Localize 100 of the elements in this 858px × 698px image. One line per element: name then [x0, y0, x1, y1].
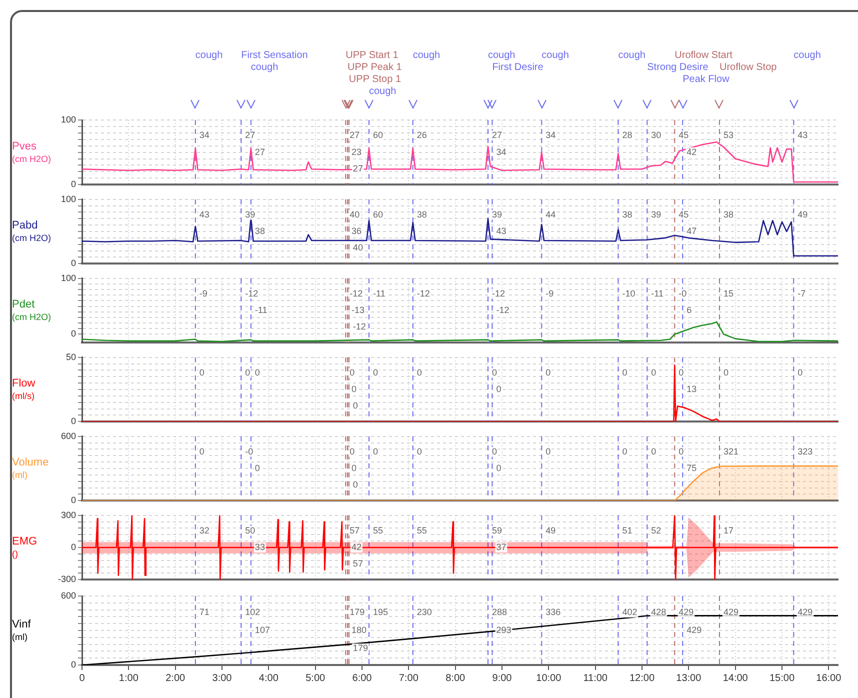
x-tick-label: 12:00 — [629, 672, 655, 684]
annotation: 0 — [678, 446, 684, 456]
annotation: -9 — [199, 288, 208, 298]
x-tick-label: 9:00 — [492, 672, 512, 684]
annotation: -12 — [492, 288, 506, 298]
annotation: -0 — [245, 446, 254, 456]
y-tick-label: 0 — [70, 328, 76, 339]
annotation: 57 — [350, 525, 360, 536]
annotation: 38 — [723, 209, 734, 220]
annotation: 336 — [546, 607, 561, 618]
annotation: 102 — [245, 607, 260, 618]
y-tick-label: 0 — [70, 542, 76, 552]
annotation: 293 — [496, 624, 512, 635]
annotation: 13 — [686, 384, 697, 394]
annotation: 28 — [622, 130, 632, 140]
annotation: 195 — [373, 607, 388, 618]
annotation: 0 — [373, 367, 378, 378]
y-tick-label: -300 — [58, 574, 76, 584]
annotation: 0 — [798, 367, 803, 378]
y-axis-title: Pdet (cm H2O) — [12, 298, 51, 322]
annotation: -12 — [350, 288, 363, 298]
annotation: 0 — [416, 446, 422, 456]
ref-line-label: cough — [195, 50, 223, 61]
y-axis-title: Pabd (cm H2O) — [12, 220, 51, 243]
y-tick-label: 0 — [70, 258, 76, 268]
ref-line-label: First Sensation — [241, 50, 308, 61]
annotation: -0 — [678, 288, 687, 298]
annotation: 0 — [373, 446, 378, 456]
x-tick-label: 15:00 — [769, 672, 795, 684]
annotation: 52 — [651, 525, 662, 536]
ref-line-label: UPP Stop 1 — [348, 74, 402, 85]
annotation: 0 — [622, 446, 628, 456]
y-tick-label: 100 — [60, 272, 76, 283]
annotation: 27 — [245, 130, 256, 140]
x-tick-label: 4:00 — [258, 672, 279, 684]
y-tick-label: 0 — [70, 659, 76, 670]
y-tick-label: 600 — [60, 590, 76, 600]
x-tick-label: 14:00 — [722, 672, 748, 684]
annotation: 40 — [350, 209, 360, 220]
y-axis-title: Volume (ml) — [12, 456, 49, 480]
annotation: 428 — [651, 607, 666, 618]
annotation: 0 — [352, 400, 358, 411]
x-tick-label: 0 — [79, 672, 86, 684]
annotation: 75 — [686, 462, 697, 473]
annotation: 32 — [199, 525, 210, 536]
annotation: 39 — [245, 209, 256, 220]
annotation: 27 — [352, 164, 363, 174]
x-tick-label: 11:00 — [583, 672, 608, 684]
annotation: 179 — [352, 642, 368, 653]
annotation: 180 — [352, 624, 367, 635]
annotation: 0 — [350, 367, 355, 378]
annotation: 27 — [492, 130, 502, 140]
annotation: 43 — [798, 130, 808, 140]
ref-line-label: cough — [618, 50, 646, 61]
y-tick-label: 0 — [70, 179, 76, 190]
annotation: -11 — [373, 288, 386, 298]
annotation: 43 — [199, 209, 210, 220]
annotation: 60 — [373, 130, 384, 140]
ref-line-label: cough — [542, 50, 569, 61]
x-tick-label: 1:00 — [118, 672, 139, 684]
annotation: 429 — [686, 624, 702, 635]
y-axis-title: Vinf (ml) — [12, 618, 32, 642]
x-tick-label: 7:00 — [398, 672, 419, 684]
annotation: 17 — [723, 525, 734, 536]
ref-line-label: Peak Flow — [682, 74, 730, 85]
annotation: -7 — [798, 288, 806, 298]
annotation: 288 — [492, 607, 508, 618]
annotation: 230 — [416, 607, 432, 618]
annotation: 0 — [254, 367, 260, 378]
annotation: -11 — [651, 288, 664, 298]
annotation: 30 — [651, 130, 662, 140]
annotation: -13 — [352, 304, 365, 315]
annotation: 55 — [416, 525, 427, 536]
annotation: 0 — [678, 367, 684, 378]
annotation: 321 — [723, 446, 738, 456]
y-tick-label: 0 — [70, 416, 76, 426]
annotation: 26 — [416, 130, 427, 140]
annotation: 429 — [723, 607, 738, 618]
annotation: 0 — [416, 367, 422, 378]
ref-line-label: cough — [369, 86, 396, 97]
annotation: 59 — [492, 525, 502, 536]
annotation: 47 — [686, 226, 697, 236]
annotation: 57 — [352, 558, 363, 569]
annotation: 51 — [622, 525, 632, 536]
annotation: 0 — [350, 446, 355, 456]
y-tick-label: 0 — [70, 495, 76, 506]
annotation: 0 — [352, 384, 357, 394]
annotation: 38 — [622, 209, 632, 220]
y-tick-label: 600 — [60, 430, 76, 441]
annotation: 34 — [199, 130, 210, 140]
annotation: 45 — [678, 209, 689, 220]
annotation: 27 — [254, 146, 265, 157]
annotation: -10 — [622, 288, 636, 298]
annotation: 39 — [492, 209, 502, 220]
annotation: 40 — [352, 242, 363, 253]
ref-line-label: Uroflow Stop — [719, 62, 778, 73]
annotation: 0 — [723, 367, 728, 378]
annotation: 0 — [254, 462, 260, 473]
x-tick-label: 5:00 — [306, 672, 326, 684]
annotation: 6 — [686, 304, 692, 315]
